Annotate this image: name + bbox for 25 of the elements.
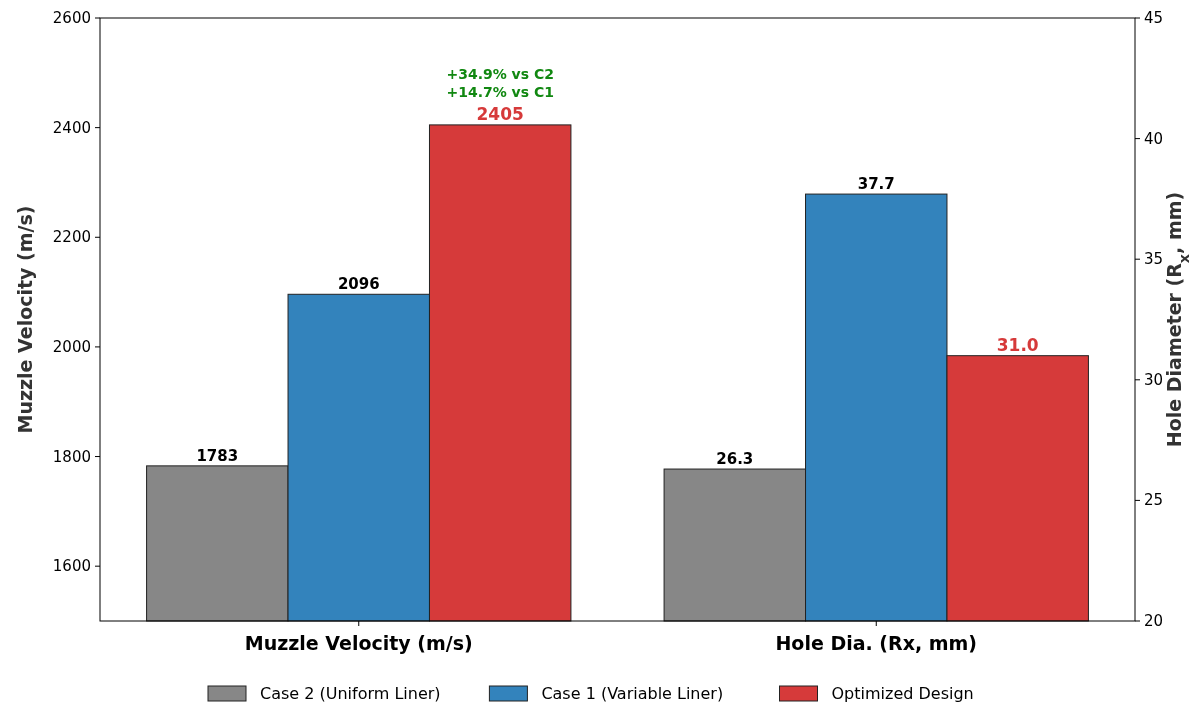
y-tick-label: 1600 <box>52 557 91 576</box>
data-label: 2405 <box>476 103 524 124</box>
x-tick-label: Hole Dia. (Rx, mm) <box>775 632 978 654</box>
annotation: +14.7% vs C1 <box>446 83 554 100</box>
legend-label: Case 2 (Uniform Liner) <box>260 684 441 703</box>
data-label: 26.3 <box>716 450 754 469</box>
y-tick-label: 2400 <box>52 118 91 137</box>
legend-label: Optimized Design <box>831 684 974 703</box>
y-tick-label: 2600 <box>52 9 91 27</box>
y2-tick-label: 30 <box>1144 370 1164 389</box>
annotation: +34.9% vs C2 <box>446 65 554 82</box>
data-label: 31.0 <box>996 334 1039 355</box>
y2-tick-label: 40 <box>1144 129 1164 148</box>
data-label: 2096 <box>337 275 380 294</box>
y-tick-label: 2000 <box>52 337 91 356</box>
legend-label: Case 1 (Variable Liner) <box>541 684 724 703</box>
data-label: 1783 <box>196 446 239 465</box>
y2-tick-label: 35 <box>1144 250 1164 269</box>
y2-tick-label: 20 <box>1144 612 1164 630</box>
y-axis-title: Muzzle Velocity (m/s) <box>14 205 36 434</box>
y2-tick-label: 25 <box>1144 491 1164 510</box>
y2-tick-label: 45 <box>1144 9 1164 27</box>
y-tick-label: 1800 <box>52 447 91 466</box>
y-tick-label: 2200 <box>52 228 91 247</box>
data-label: 37.7 <box>857 175 895 194</box>
